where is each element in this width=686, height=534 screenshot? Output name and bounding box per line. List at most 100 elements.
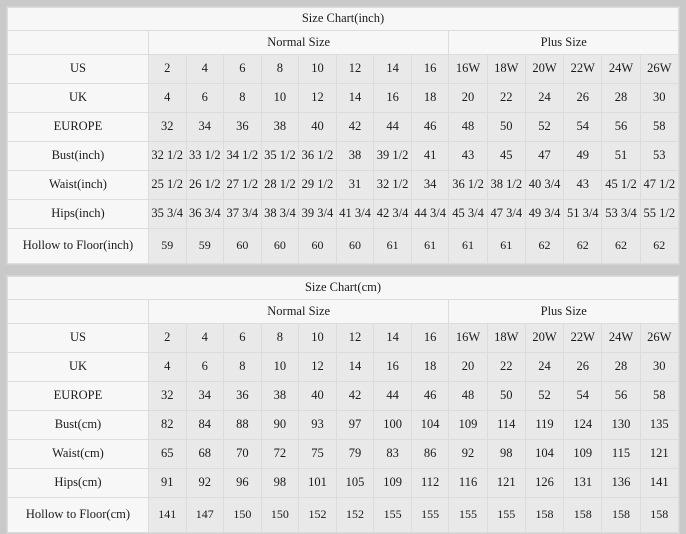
row-label-inch-1: UK bbox=[7, 83, 149, 113]
cell-normal: 150 bbox=[260, 497, 300, 533]
cell-plus: 158 bbox=[601, 497, 641, 533]
row-label-inch-0: US bbox=[7, 54, 149, 84]
cell-normal: 6 bbox=[185, 83, 225, 113]
row-label-inch-3: Bust(inch) bbox=[7, 141, 149, 171]
table-row: Waist(cm) 65 68 70 72 75 79 83 86 92 98 104 109 115 12… bbox=[7, 439, 680, 469]
cell-plus: 20W bbox=[524, 54, 565, 84]
cell-normal: 36 bbox=[223, 112, 262, 142]
cell-normal: 42 3/4 bbox=[373, 199, 412, 229]
cell-normal: 12 bbox=[298, 83, 337, 113]
cell-normal: 39 3/4 bbox=[298, 199, 337, 229]
cell-plus: 115 bbox=[601, 439, 641, 469]
cell-normal: 44 bbox=[373, 112, 412, 142]
cell-normal: 46 bbox=[410, 112, 450, 142]
cell-plus: 43 bbox=[448, 141, 488, 171]
cell-normal: 18 bbox=[410, 83, 450, 113]
cell-plus: 18W bbox=[486, 54, 526, 84]
cell-normal: 40 bbox=[298, 112, 337, 142]
cell-normal: 61 bbox=[373, 228, 412, 264]
cell-plus: 50 bbox=[486, 381, 526, 411]
cell-plus: 20W bbox=[524, 323, 565, 353]
cell-normal: 6 bbox=[223, 54, 262, 84]
cell-normal: 39 1/2 bbox=[373, 141, 412, 171]
cell-plus: 121 bbox=[639, 439, 680, 469]
cell-normal: 4 bbox=[185, 54, 225, 84]
cell-normal: 25 1/2 bbox=[147, 170, 187, 200]
cell-normal: 109 bbox=[373, 468, 412, 498]
cell-plus: 58 bbox=[639, 112, 680, 142]
cell-normal: 14 bbox=[373, 54, 412, 84]
table-row: Hips(cm) 91 92 96 98 101 105 109 112 116 121 126 131… bbox=[7, 468, 680, 498]
cell-plus: 56 bbox=[601, 381, 641, 411]
cell-plus: 28 bbox=[601, 352, 641, 382]
cell-normal: 70 bbox=[223, 439, 262, 469]
table-row: US 2 4 6 8 10 12 14 16 16W 18W 20W 22W 24W 26W bbox=[7, 54, 680, 84]
size-chart-inch: Size Chart(inch) Normal Size Plus Size US 2… bbox=[6, 6, 680, 265]
cell-plus: 16W bbox=[448, 54, 488, 84]
cell-normal: 34 1/2 bbox=[223, 141, 262, 171]
cell-plus: 62 bbox=[639, 228, 680, 264]
cell-normal: 36 bbox=[223, 381, 262, 411]
cell-normal: 155 bbox=[373, 497, 412, 533]
cell-plus: 135 bbox=[639, 410, 680, 440]
cell-normal: 60 bbox=[223, 228, 262, 264]
cell-plus: 61 bbox=[448, 228, 488, 264]
cell-normal: 93 bbox=[298, 410, 337, 440]
cell-plus: 158 bbox=[639, 497, 680, 533]
cell-plus: 49 3/4 bbox=[524, 199, 565, 229]
cell-normal: 38 3/4 bbox=[260, 199, 300, 229]
cell-normal: 42 bbox=[335, 112, 375, 142]
table-row: Bust(cm) 82 84 88 90 93 97 100 104 109 114 119 124 13… bbox=[7, 410, 680, 440]
cell-normal: 150 bbox=[223, 497, 262, 533]
cell-plus: 51 3/4 bbox=[563, 199, 603, 229]
row-label-cm-2: EUROPE bbox=[7, 381, 149, 411]
row-label-inch-2: EUROPE bbox=[7, 112, 149, 142]
cell-normal: 41 3/4 bbox=[335, 199, 375, 229]
cell-normal: 72 bbox=[260, 439, 300, 469]
cell-normal: 16 bbox=[373, 83, 412, 113]
chart-title-cm: Size Chart(cm) bbox=[7, 276, 679, 300]
cell-plus: 24 bbox=[524, 352, 565, 382]
cell-plus: 43 bbox=[563, 170, 603, 200]
cell-plus: 116 bbox=[448, 468, 488, 498]
cell-normal: 33 1/2 bbox=[185, 141, 225, 171]
table-row: EUROPE 32 34 36 38 40 42 44 46 48 50 52 54 56 58 bbox=[7, 381, 680, 411]
chart-title-inch: Size Chart(inch) bbox=[7, 7, 679, 31]
cell-normal: 8 bbox=[260, 54, 300, 84]
cell-plus: 52 bbox=[524, 112, 565, 142]
cell-normal: 10 bbox=[260, 83, 300, 113]
cell-normal: 98 bbox=[260, 468, 300, 498]
table-row: Bust(inch) 32 1/2 33 1/2 34 1/2 35 1/2 36 1/2… bbox=[7, 141, 680, 171]
cell-normal: 29 1/2 bbox=[298, 170, 337, 200]
cell-plus: 126 bbox=[524, 468, 565, 498]
cell-plus: 50 bbox=[486, 112, 526, 142]
cell-normal: 38 bbox=[260, 381, 300, 411]
cell-plus: 121 bbox=[486, 468, 526, 498]
cell-normal: 141 bbox=[147, 497, 187, 533]
table-row: Hollow to Floor(cm) 141 147 150 150 152 152 155… bbox=[7, 497, 680, 533]
cell-plus: 47 1/2 bbox=[639, 170, 680, 200]
cell-normal: 18 bbox=[410, 352, 450, 382]
cell-normal: 16 bbox=[410, 54, 450, 84]
cell-plus: 114 bbox=[486, 410, 526, 440]
cell-normal: 155 bbox=[410, 497, 450, 533]
cell-normal: 152 bbox=[335, 497, 375, 533]
cell-plus: 26W bbox=[639, 323, 680, 353]
cell-normal: 35 3/4 bbox=[147, 199, 187, 229]
cell-normal: 42 bbox=[335, 381, 375, 411]
cell-normal: 97 bbox=[335, 410, 375, 440]
row-label-cm-4: Waist(cm) bbox=[7, 439, 149, 469]
size-chart-inch-table: Size Chart(inch) Normal Size Plus Size US 2… bbox=[7, 7, 680, 264]
cell-normal: 10 bbox=[298, 54, 337, 84]
cell-plus: 55 1/2 bbox=[639, 199, 680, 229]
row-label-inch-6: Hollow to Floor(inch) bbox=[7, 228, 149, 264]
cell-plus: 30 bbox=[639, 352, 680, 382]
cell-plus: 109 bbox=[563, 439, 603, 469]
cell-plus: 16W bbox=[448, 323, 488, 353]
cell-normal: 65 bbox=[147, 439, 187, 469]
cell-plus: 45 1/2 bbox=[601, 170, 641, 200]
cell-normal: 61 bbox=[410, 228, 450, 264]
cell-plus: 20 bbox=[448, 352, 488, 382]
cell-normal: 32 bbox=[147, 381, 187, 411]
